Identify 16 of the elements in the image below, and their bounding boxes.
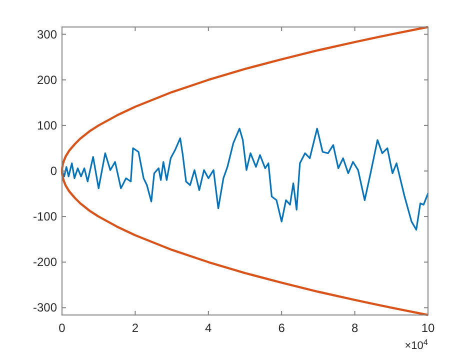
y-tick-label: 0 (50, 164, 58, 178)
x-tick-label: 2 (132, 321, 139, 335)
y-tick-label: 300 (36, 27, 58, 42)
x-tick-label: 10 (421, 321, 435, 335)
text: ×10$^{4}$ (404, 338, 428, 352)
x-tick-label: 0 (58, 321, 66, 335)
y-tick-label: 100 (36, 118, 58, 132)
x-tick-label: 8 (351, 321, 358, 335)
x-tick-label: 6 (278, 321, 286, 335)
y-tick-label: -300 (32, 300, 58, 315)
line-series (60, 26, 430, 316)
y-tick-label: 200 (36, 72, 58, 87)
line-series (61, 128, 429, 231)
x-tick-label: 4 (205, 321, 212, 335)
y-tick-label: -200 (32, 255, 58, 270)
y-tick-label: -100 (32, 210, 58, 224)
